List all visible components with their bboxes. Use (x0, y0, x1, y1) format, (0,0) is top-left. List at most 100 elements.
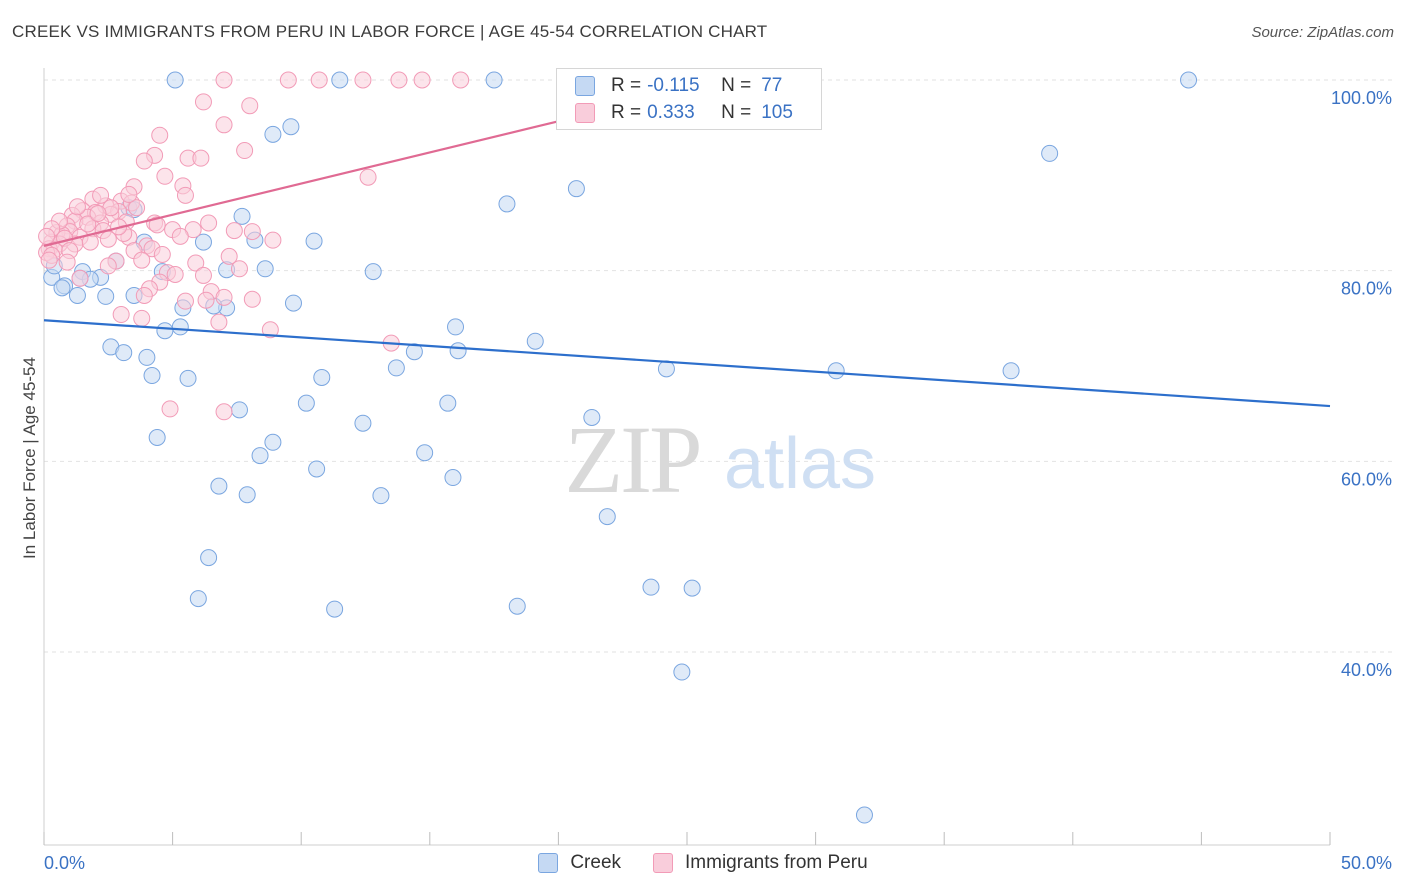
peru-point (192, 149, 210, 167)
creek-point (498, 195, 516, 213)
creek-point (251, 447, 269, 465)
legend-creek-label: Creek (570, 852, 622, 873)
peru-point (215, 288, 233, 306)
legend-n-value: 105 (761, 102, 793, 123)
creek-point (387, 359, 405, 377)
peru-point (354, 71, 372, 89)
peru-point (68, 198, 86, 216)
legend-r-value: 0.333 (647, 102, 695, 123)
creek-point (194, 233, 212, 251)
creek-point (148, 429, 166, 446)
x-tick-label: 0.0% (44, 853, 85, 873)
peru-point (176, 292, 194, 310)
watermark-atlas: atlas (724, 424, 876, 504)
creek-point (855, 806, 873, 824)
source-label: Source: ZipAtlas.com (1251, 24, 1394, 41)
legend-item-creek[interactable]: Creek (538, 852, 621, 874)
creek-point (297, 394, 315, 412)
peru-point (112, 306, 130, 324)
legend-n-value: 77 (761, 75, 783, 96)
creek-point (444, 469, 462, 487)
creek-point (143, 367, 161, 385)
correlation-legend: R = -0.115 N = 77 R = 0.333 N = 105 (556, 68, 822, 130)
peru-point (194, 266, 212, 284)
peru-point (310, 71, 328, 89)
legend-r-label: R = (611, 75, 642, 96)
peru-point (200, 214, 218, 232)
peru-point (413, 71, 431, 89)
peru-point (71, 269, 89, 287)
creek-point (238, 486, 256, 504)
peru-point (359, 168, 377, 186)
creek-point (683, 579, 701, 597)
creek-point (305, 232, 323, 250)
peru-point (156, 167, 174, 185)
peru-point (220, 247, 238, 265)
creek-point (1180, 71, 1198, 89)
creek-point (171, 318, 189, 336)
peru-point (40, 251, 58, 269)
peru-point (210, 313, 228, 331)
creek-point (166, 71, 184, 89)
peru-point (194, 93, 212, 111)
creek-point (354, 414, 372, 432)
creek-point (97, 287, 115, 305)
legend-r-value: -0.115 (647, 75, 700, 96)
creek-point (326, 600, 344, 618)
creek-point (416, 444, 434, 462)
creek-point (364, 263, 382, 281)
creek-point (138, 348, 156, 366)
peru-point (215, 403, 233, 421)
creek-point (449, 342, 467, 360)
peru-point (92, 186, 110, 204)
peru-point (261, 321, 279, 339)
peru-point (148, 216, 166, 234)
legend-row-peru: R = 0.333 N = 105 (575, 100, 793, 126)
creek-point (68, 286, 86, 304)
peru-point (230, 260, 248, 278)
creek-point (264, 125, 282, 143)
creek-point (200, 549, 218, 567)
peru-point (151, 126, 169, 144)
creek-point (642, 578, 660, 596)
peru-point (215, 116, 233, 134)
x-tick-label: 50.0% (1341, 853, 1392, 873)
axes (43, 68, 1331, 846)
creek-point (508, 597, 526, 615)
peru-point (135, 152, 153, 170)
creek-point (673, 663, 691, 681)
creek-point (156, 322, 174, 340)
peru-point (58, 253, 76, 271)
creek-point (308, 460, 326, 478)
creek-point (439, 394, 457, 412)
trend-lines (43, 117, 1331, 408)
creek-swatch-icon (575, 76, 595, 96)
creek-trend-line (43, 319, 1331, 408)
peru-point (79, 215, 97, 233)
watermark: ZIP atlas (565, 406, 877, 513)
creek-point (284, 294, 302, 312)
creek-point (230, 401, 248, 419)
data-points (38, 71, 1198, 824)
peru-swatch-icon (653, 853, 674, 873)
creek-point (372, 487, 390, 505)
peru-point (225, 222, 243, 240)
peru-point (197, 291, 215, 309)
creek-point (210, 477, 228, 495)
creek-swatch-icon (538, 853, 559, 873)
peru-swatch-icon (575, 103, 595, 123)
y-tick-label: 60.0% (1341, 469, 1392, 489)
peru-point (452, 71, 470, 89)
peru-point (135, 286, 153, 304)
creek-point (53, 279, 71, 297)
creek-point (179, 369, 197, 387)
peru-point (133, 251, 151, 269)
creek-point (447, 318, 465, 336)
legend-item-peru[interactable]: Immigrants from Peru (653, 852, 868, 874)
peru-point (161, 400, 179, 418)
peru-point (38, 227, 56, 245)
creek-point (115, 344, 133, 362)
y-tick-label: 80.0% (1341, 279, 1392, 299)
peru-point (176, 186, 194, 204)
